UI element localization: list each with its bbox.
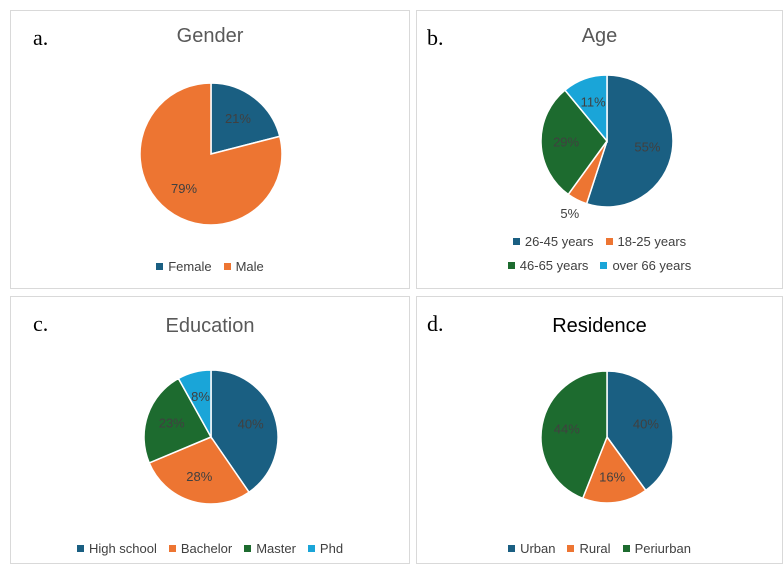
- legend-label: Female: [168, 259, 212, 274]
- data-label-over-66-years: 11%: [581, 94, 606, 109]
- chart-title: Residence: [552, 315, 647, 337]
- panel-letter: a.: [33, 25, 49, 50]
- pie-slice-periurban: [540, 370, 608, 500]
- pie-chart: 40% 16% 44%: [540, 370, 674, 504]
- pie-slice-master: [143, 377, 213, 464]
- data-label-female: 21%: [225, 111, 251, 126]
- legend-label: Master: [256, 541, 296, 556]
- data-label-46-65-years: 29%: [553, 134, 579, 149]
- legend-label: Bachelor: [180, 541, 233, 556]
- legend-swatch: [605, 238, 613, 246]
- data-label-male: 79%: [171, 181, 197, 196]
- data-label-bachelor: 28%: [186, 469, 212, 484]
- legend-swatch: [567, 545, 575, 553]
- pie-slice-over-66-years: [563, 74, 608, 144]
- legend-item-high-school: High school: [76, 541, 157, 556]
- chart-title: Gender: [176, 25, 244, 47]
- panel-letter: c.: [33, 311, 49, 336]
- legend-swatch: [168, 545, 176, 553]
- pie-chart: 40% 28% 23% 8%: [143, 369, 279, 505]
- chart-panel-residence: d. Residence 40% 16% 44% Urban Rural Periurb…: [416, 296, 783, 564]
- legend-swatch: [622, 545, 630, 553]
- panel-letter: b.: [427, 25, 444, 50]
- pie-slice-phd: [177, 369, 212, 440]
- data-label-periurban: 44%: [554, 421, 580, 436]
- chart-legend: Urban Rural Periurban: [417, 541, 782, 565]
- data-label-urban: 40%: [633, 416, 659, 431]
- pie-slice-46-65-years: [540, 89, 608, 196]
- legend-row: High school Bachelor Master Phd: [11, 541, 409, 556]
- legend-item-rural: Rural: [567, 541, 611, 556]
- data-label-18-25-years: 5%: [560, 206, 579, 221]
- legend-swatch: [507, 262, 515, 270]
- chart-legend: Female Male: [11, 259, 409, 283]
- legend-label: Periurban: [634, 541, 691, 556]
- legend-item-18-25-years: 18-25 years: [605, 234, 687, 249]
- chart-panel-education: c. Education 40% 28% 23% 8% High school Bach…: [10, 296, 410, 564]
- chart-panel-gender: a. Gender 21% 79% Female Male: [10, 10, 410, 289]
- data-label-phd: 8%: [191, 389, 210, 404]
- legend-swatch: [76, 545, 84, 553]
- legend-swatch: [512, 238, 520, 246]
- legend-swatch: [600, 262, 608, 270]
- panel-letter: d.: [427, 311, 444, 336]
- pie-chart: 21% 79%: [139, 82, 283, 226]
- chart-legend: High school Bachelor Master Phd: [11, 541, 409, 565]
- chart-legend: 26-45 years 18-25 years 46-65 years over 66…: [417, 234, 782, 282]
- legend-item-female: Female: [156, 259, 212, 274]
- legend-swatch: [244, 545, 252, 553]
- legend-row: 46-65 years over 66 years: [417, 258, 782, 273]
- pie-slice-26-45-years: [585, 74, 674, 208]
- legend-item-urban: Urban: [508, 541, 555, 556]
- legend-label: Rural: [579, 541, 611, 556]
- legend-label: Urban: [520, 541, 556, 556]
- legend-item-male: Male: [223, 259, 264, 274]
- legend-label: Phd: [319, 541, 344, 556]
- pie-slice-urban: [606, 370, 674, 492]
- data-label-26-45-years: 55%: [634, 139, 660, 154]
- pie-slice-male: [139, 82, 283, 226]
- legend-label: High school: [88, 541, 157, 556]
- pie-slice-bachelor: [148, 436, 251, 505]
- data-label-high-school: 40%: [238, 417, 264, 432]
- legend-label: 46-65 years: [519, 258, 589, 273]
- legend-item-over-66-years: over 66 years: [600, 258, 691, 273]
- pie-slice-high-school: [210, 369, 279, 494]
- legend-item-26-45-years: 26-45 years: [512, 234, 594, 249]
- legend-swatch: [307, 545, 315, 553]
- legend-item-master: Master: [244, 541, 296, 556]
- data-label-rural: 16%: [599, 470, 625, 485]
- chart-title: Education: [165, 315, 255, 337]
- legend-swatch: [223, 263, 231, 271]
- legend-row: 26-45 years 18-25 years: [417, 234, 782, 249]
- data-label-master: 23%: [159, 415, 185, 430]
- legend-item-phd: Phd: [307, 541, 344, 556]
- legend-swatch: [508, 545, 516, 553]
- chart-panel-age: b. Age 55% 5% 29% 11% 26-45 years 18-25 year…: [416, 10, 783, 289]
- legend-swatch: [156, 263, 164, 271]
- pie-chart: 55% 5% 29% 11%: [540, 74, 674, 221]
- legend-label: Male: [235, 259, 264, 274]
- chart-title: Age: [581, 25, 618, 47]
- legend-row: Urban Rural Periurban: [417, 541, 782, 556]
- legend-label: over 66 years: [612, 258, 692, 273]
- legend-item-periurban: Periurban: [622, 541, 691, 556]
- legend-item-bachelor: Bachelor: [168, 541, 233, 556]
- pie-slice-rural: [581, 435, 647, 504]
- pie-slice-female: [210, 82, 281, 155]
- legend-row: Female Male: [11, 259, 409, 274]
- legend-label: 26-45 years: [524, 234, 594, 249]
- legend-item-46-65-years: 46-65 years: [507, 258, 589, 273]
- legend-label: 18-25 years: [617, 234, 687, 249]
